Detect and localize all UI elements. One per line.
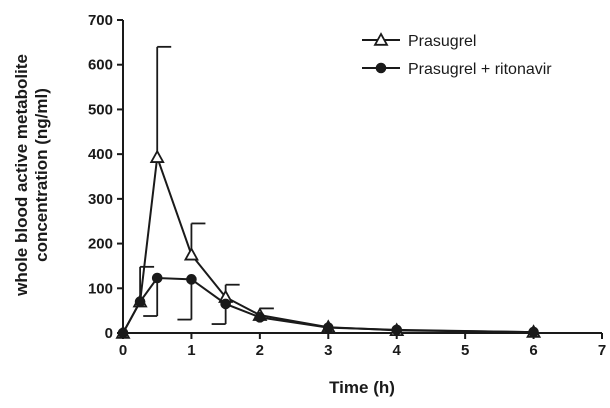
series-1 — [115, 45, 542, 339]
y-axis-title-line-1: whole blood active metabolite — [12, 54, 31, 297]
data-point-circle — [322, 322, 334, 333]
series-2 — [117, 272, 539, 339]
x-tick-label: 1 — [187, 342, 195, 359]
y-tick-label: 600 — [88, 57, 113, 74]
data-point-circle — [254, 312, 266, 323]
series-layer — [115, 45, 542, 339]
data-point-circle — [220, 298, 231, 310]
x-tick-label: 3 — [324, 342, 332, 359]
y-tick-label: 200 — [88, 236, 113, 253]
y-axis-title-line-2: concentration (ng/ml) — [32, 88, 51, 262]
data-point-circle — [186, 274, 197, 285]
data-point-triangle — [149, 149, 165, 163]
y-tick-label: 0 — [105, 325, 113, 342]
data-point-circle — [375, 62, 387, 74]
data-point-triangle — [373, 32, 389, 46]
x-tick-label: 5 — [461, 342, 469, 359]
x-tick-label: 2 — [256, 342, 264, 359]
legend: Prasugrel Prasugrel + ritonavir — [362, 32, 552, 78]
series-line — [122, 156, 534, 334]
y-tick-label: 100 — [88, 280, 113, 297]
legend-label: Prasugrel + ritonavir — [408, 61, 552, 78]
y-tick-label: 400 — [88, 146, 113, 163]
x-tick-label: 4 — [393, 342, 402, 359]
data-point-circle — [117, 327, 129, 339]
data-point-triangle — [183, 246, 199, 261]
y-tick-label: 300 — [88, 191, 113, 208]
x-axis-title: Time (h) — [329, 378, 395, 397]
x-tick-label: 7 — [598, 342, 606, 359]
axes: 0 1 2 3 4 5 6 7 0 100 200 300 400 500 600 700 — [88, 12, 606, 359]
legend-item-1: Prasugrel — [362, 32, 476, 50]
y-tick-label: 700 — [88, 12, 113, 29]
y-tick-label: 500 — [88, 101, 113, 118]
x-tick-label: 6 — [529, 342, 537, 359]
data-point-circle — [391, 324, 403, 336]
legend-label: Prasugrel — [408, 33, 476, 50]
legend-item-2: Prasugrel + ritonavir — [362, 61, 552, 78]
data-point-circle — [151, 272, 163, 284]
x-tick-label: 0 — [119, 342, 127, 359]
data-point-circle — [528, 326, 539, 338]
data-point-circle — [134, 296, 146, 308]
